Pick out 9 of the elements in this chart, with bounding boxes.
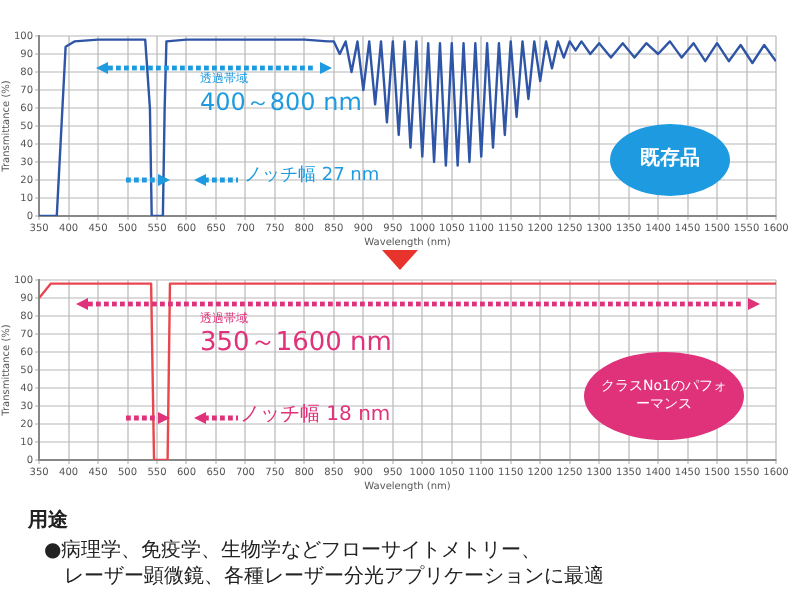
- oval-badge: 既存品: [610, 124, 730, 196]
- annotation: ノッチ幅 27 nm: [244, 166, 380, 186]
- text: ●病理学、免疫学、生物学などフローサイトメトリー、: [42, 538, 544, 564]
- annotation: 既存品: [640, 148, 700, 170]
- text: レーザー顕微鏡、各種レーザー分光アプリケーションに最適: [62, 564, 604, 590]
- annotation: 400～800 nm: [200, 88, 362, 116]
- annotation: ノッチ幅 18 nm: [240, 404, 391, 426]
- annotation: 350～1600 nm: [200, 328, 392, 358]
- text: 用途: [28, 508, 70, 534]
